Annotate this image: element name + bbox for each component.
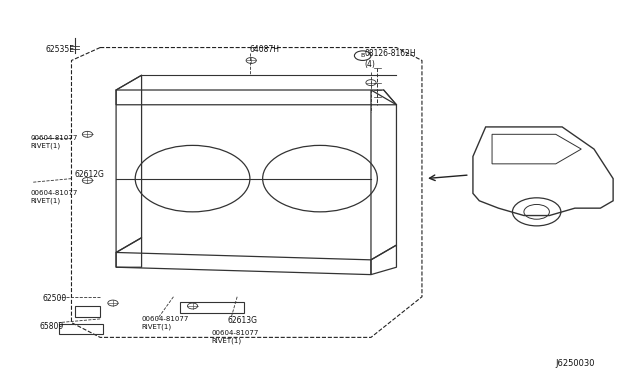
Text: 62535E: 62535E	[46, 45, 75, 54]
Text: 64087H: 64087H	[250, 45, 280, 54]
Text: 00604-81077
RIVET(1): 00604-81077 RIVET(1)	[141, 315, 189, 330]
Text: 00604-81077
RIVET(1): 00604-81077 RIVET(1)	[30, 190, 77, 204]
Text: 62613G: 62613G	[228, 316, 258, 325]
Text: 08126-8162H
(4): 08126-8162H (4)	[365, 49, 416, 69]
Text: J6250030: J6250030	[556, 359, 595, 368]
Text: 62500: 62500	[43, 294, 67, 303]
Text: 62612G: 62612G	[75, 170, 104, 179]
Text: 00604-81077
RIVET(1): 00604-81077 RIVET(1)	[30, 135, 77, 149]
Text: 65809: 65809	[40, 322, 64, 331]
Text: B: B	[360, 53, 365, 58]
Text: 00604-81077
RIVET(1): 00604-81077 RIVET(1)	[212, 330, 259, 344]
